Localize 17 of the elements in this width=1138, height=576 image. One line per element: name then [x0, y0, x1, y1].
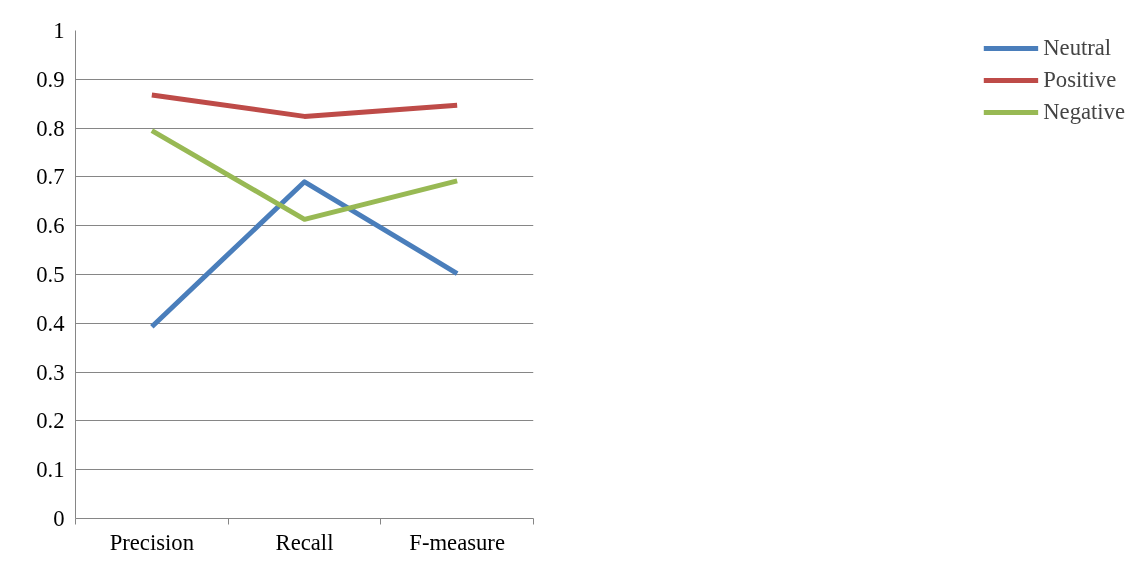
y-tick-label: 0.8 — [36, 115, 65, 141]
x-tick-label: F-measure — [409, 529, 505, 555]
y-tick-label: 0.6 — [36, 213, 65, 239]
y-tick-label: 0.3 — [36, 359, 65, 385]
x-tick-label: Precision — [109, 529, 194, 555]
y-tick-label: 0.2 — [36, 408, 65, 434]
legend-label: Positive — [1043, 67, 1117, 93]
y-tick-label: 0.9 — [36, 66, 65, 92]
y-tick-label: 0.5 — [36, 262, 65, 287]
y-tick-label: 0 — [53, 506, 65, 531]
y-tick-label: 1 — [53, 18, 65, 43]
y-tick-label: 0.7 — [36, 164, 65, 190]
y-tick-label: 0.4 — [36, 310, 65, 336]
legend-label: Negative — [1043, 99, 1125, 125]
legend-label: Neutral — [1043, 35, 1112, 61]
x-tick-label: Recall — [275, 529, 334, 555]
y-tick-label: 0.1 — [36, 457, 65, 483]
